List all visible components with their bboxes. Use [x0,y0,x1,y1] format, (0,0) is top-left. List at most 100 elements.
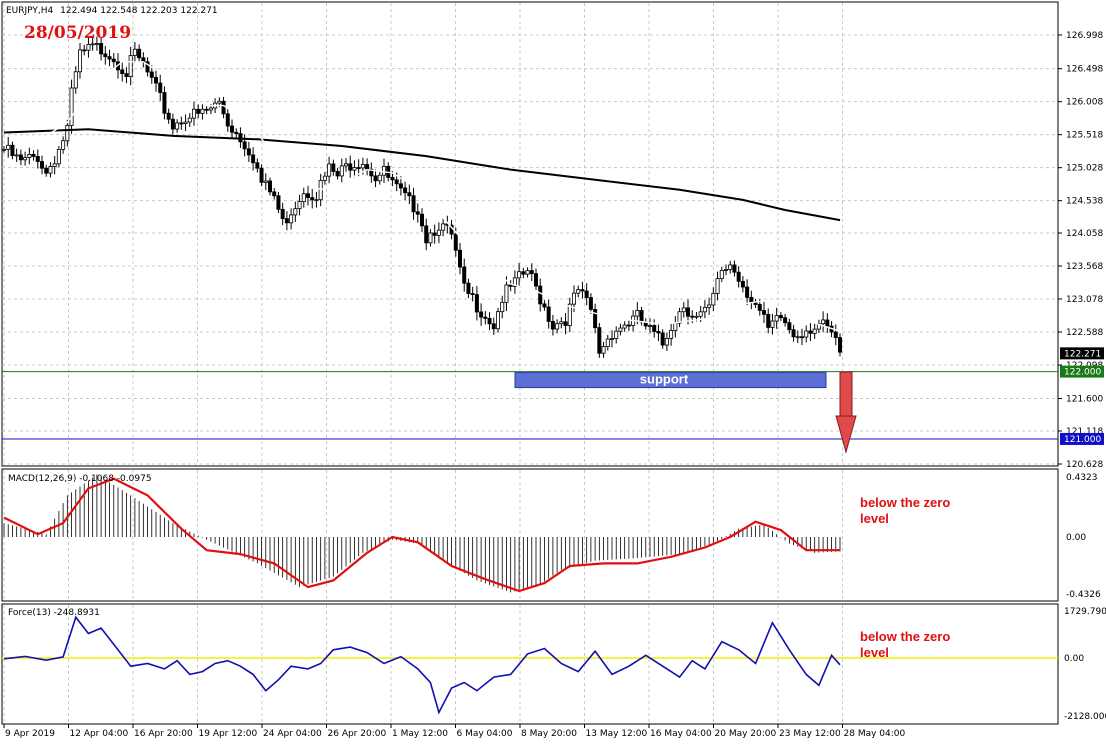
candle [567,297,572,333]
candle [622,321,627,332]
candle [808,323,813,342]
force-tick-label: 1729.7907 [1064,607,1106,617]
candle [251,147,256,171]
candle [800,328,805,346]
time-axis: 9 Apr 2019 12 Apr 04:00 16 Apr 20:00 19 Apr… [3,724,905,739]
price-tick-label: 126.998 [1066,31,1103,41]
price-tick-label: 120.628 [1066,460,1103,470]
candle [56,146,61,168]
candle [466,278,471,299]
candle [187,113,192,128]
candle [441,217,446,237]
time-tick-label: 12 Apr 04:00 [70,729,129,739]
candle [521,267,526,279]
candle [740,276,745,293]
candle [305,185,310,206]
macd-title: MACD(12,26,9) -0.1068 -0.0975 [8,474,152,484]
price-label-text: 122.271 [1064,349,1101,359]
candle [736,266,741,288]
macd-tick-label: -0.4326 [1066,590,1101,600]
candle [267,177,272,196]
candle [259,164,264,187]
candle [584,283,589,306]
time-tick-label: 1 May 12:00 [392,729,448,739]
time-tick-label: 26 Apr 20:00 [328,729,387,739]
candle [69,79,74,134]
candle [196,104,201,119]
candle [204,105,209,115]
macd-tick-label: 0.00 [1066,533,1086,543]
candle [652,319,657,338]
candle [322,171,327,185]
candle [415,203,420,223]
time-tick-label: 16 May 04:00 [650,729,712,739]
candle [246,141,251,163]
candle [487,312,492,331]
price-label-box [1060,365,1104,378]
candle [6,136,11,158]
macd-signal-line [3,477,840,593]
candle [86,36,91,58]
time-tick-label: 19 Apr 12:00 [199,729,258,739]
candle [225,108,230,132]
candle [229,119,234,139]
candle [601,341,606,358]
macd-panel [1,468,1059,602]
slow-moving-average [3,128,841,222]
candle [804,325,809,343]
candle [816,319,821,333]
force-axis: 1729.7907 0.00 -2128.000 [1064,607,1106,722]
candle [432,224,437,244]
candle [512,270,517,294]
candle [166,108,171,124]
support-zone [514,372,827,389]
candle [787,318,792,334]
candle [73,66,78,94]
price-labels: 122.271 122.000 121.000 [1060,347,1104,445]
candle [648,318,653,334]
candle [170,113,175,135]
candle [500,295,505,319]
candle [158,74,163,101]
time-tick-label: 24 Apr 04:00 [263,729,322,739]
force-tick-label: -2128.000 [1064,712,1106,722]
price-tick-label: 122.588 [1066,328,1103,338]
macd-histogram [3,474,841,593]
candle [314,191,319,208]
candle [795,330,800,344]
candle [474,286,479,321]
macd-note: below the zero level [860,495,950,526]
candle [664,332,669,352]
candle [504,276,509,312]
candle [470,286,475,302]
candle [686,299,691,325]
candle [137,44,142,63]
time-tick-label: 6 May 04:00 [457,729,513,739]
candle [483,311,488,325]
force-tick-label: 0.00 [1064,654,1084,664]
candle [778,312,783,322]
candle [403,180,408,201]
candle [352,160,357,178]
candle [145,57,150,77]
candle [669,323,674,346]
candle [462,258,467,292]
price-tick-label: 124.058 [1066,229,1103,239]
candle [293,201,298,222]
candle [411,187,416,220]
candle [428,229,433,247]
candle [821,311,826,333]
candle [103,45,108,65]
candle [580,281,585,299]
price-label-text: 121.000 [1064,435,1101,445]
candle [555,319,560,334]
candle [563,313,568,335]
candle [61,136,66,154]
candle [407,184,412,205]
candle [276,192,281,214]
candle [728,260,733,274]
time-tick-label: 16 Apr 20:00 [134,729,193,739]
candle [327,156,332,184]
candle [27,147,32,165]
candle [715,271,720,301]
